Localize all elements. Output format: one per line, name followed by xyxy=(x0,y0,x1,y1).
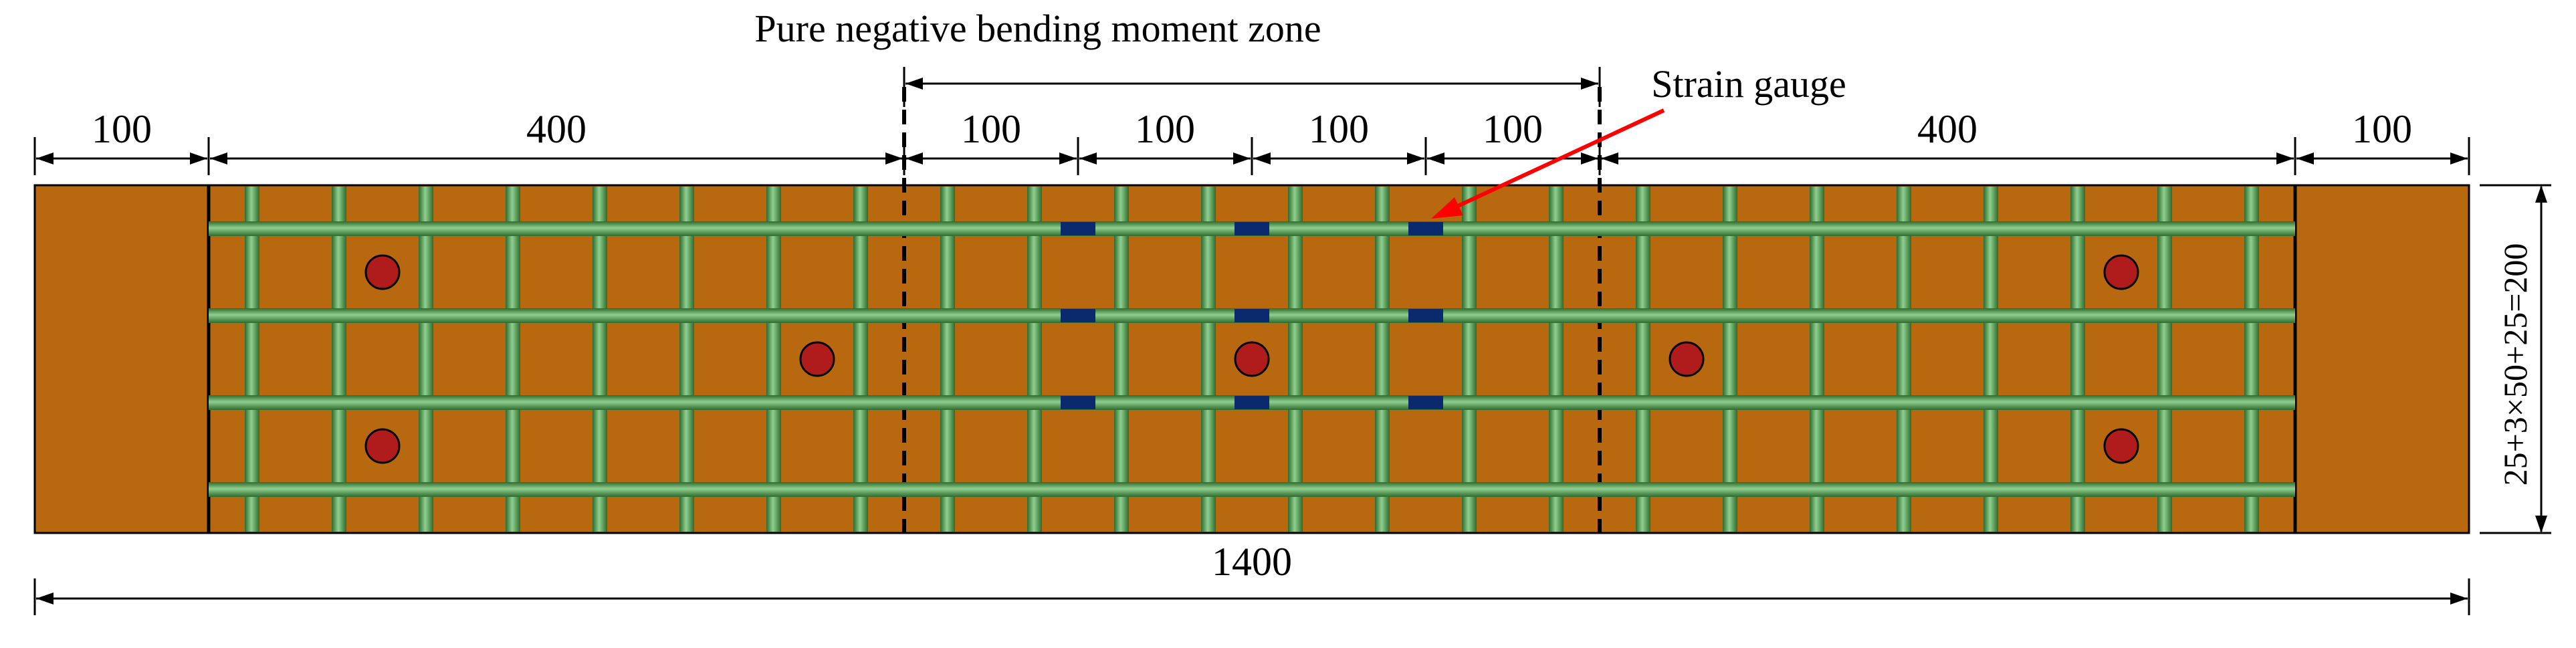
strain-gauge xyxy=(1235,222,1269,235)
total-length-dimension-line-arrow xyxy=(36,592,53,605)
stirrup-bar xyxy=(853,187,868,532)
stud-marker xyxy=(364,428,401,464)
zone-dimension-line-arrow xyxy=(905,78,923,90)
dimension-layer: 100 400 100 100 100 100 400 100 xyxy=(33,67,2551,615)
stud-marker xyxy=(1234,341,1270,377)
segment-dimension-line-arrow xyxy=(2296,152,2314,165)
stirrup-bar xyxy=(1810,187,1824,532)
stud-marker xyxy=(364,254,401,290)
stirrup-bar xyxy=(1897,187,1911,532)
stirrup-bar xyxy=(1983,187,1998,532)
segment-dimension-line-arrow xyxy=(1253,152,1271,165)
segment-dimension-line-arrow xyxy=(1059,152,1077,165)
zone-dimension-line-arrow xyxy=(1581,78,1598,90)
segment-dimension-label: 100 xyxy=(1309,107,1369,151)
stirrup-bar xyxy=(1723,187,1737,532)
stud-marker xyxy=(2103,254,2139,290)
stud-marker xyxy=(799,341,835,377)
stirrup-bar xyxy=(1114,187,1129,532)
segment-dimension-line-arrow xyxy=(905,152,923,165)
segment-dimension-line-arrow xyxy=(1079,152,1097,165)
stirrup-bar xyxy=(593,187,607,532)
total-length-dimension-line-arrow xyxy=(2450,592,2468,605)
stud-marker xyxy=(2103,428,2139,464)
stirrup-bar xyxy=(419,187,433,532)
stirrup-bar xyxy=(1288,187,1303,532)
stirrup-bar xyxy=(1375,187,1390,532)
segment-dimension-line-arrow xyxy=(1233,152,1251,165)
segment-dimension-line-arrow xyxy=(1407,152,1424,165)
segment-dimension-line-arrow xyxy=(190,152,207,165)
segment-dimension-label: 100 xyxy=(1135,107,1195,151)
height-dimension-label: 25+3×50+25=200 xyxy=(2496,243,2534,486)
gauge-label: Strain gauge xyxy=(1651,62,1846,106)
stirrup-bar xyxy=(2070,187,2085,532)
stirrup-bar xyxy=(766,187,781,532)
strain-gauge xyxy=(1235,309,1269,322)
segment-dimension-line-arrow xyxy=(1581,152,1598,165)
stirrup-bar xyxy=(940,187,955,532)
segment-dimension-line-arrow xyxy=(1427,152,1444,165)
stirrup-bar xyxy=(679,187,694,532)
strain-gauge xyxy=(1061,396,1095,409)
longitudinal-bar xyxy=(209,482,2295,497)
strain-gauge xyxy=(1235,396,1269,409)
segment-dimension-line-arrow xyxy=(36,152,53,165)
stirrup-bar xyxy=(245,187,259,532)
height-dimension-arrow xyxy=(2535,516,2547,533)
segment-dimension-label: 100 xyxy=(92,107,152,151)
stirrup-bar xyxy=(2244,187,2259,532)
gauge-leader-arrowhead xyxy=(1431,197,1463,219)
stirrup-bar xyxy=(506,187,520,532)
segment-dimension-label: 100 xyxy=(2352,107,2412,151)
segment-dimension-label: 400 xyxy=(526,107,586,151)
segment-dimension-line-arrow xyxy=(885,152,903,165)
stirrup-bar xyxy=(1549,187,1564,532)
total-length-label: 1400 xyxy=(1212,540,1292,584)
marker-layer xyxy=(364,108,2139,464)
stirrup-bar xyxy=(332,187,346,532)
strain-gauge xyxy=(1408,309,1443,322)
strain-gauge xyxy=(1061,309,1095,322)
strain-gauge xyxy=(1408,222,1443,235)
stirrup-bar xyxy=(1462,187,1477,532)
segment-dimension-line-arrow xyxy=(2276,152,2294,165)
strain-gauge xyxy=(1408,396,1443,409)
segment-dimension-label: 100 xyxy=(961,107,1021,151)
stirrup-bar xyxy=(1201,187,1216,532)
stud-marker xyxy=(1669,341,1705,377)
stirrup-bar xyxy=(1027,187,1042,532)
segment-dimension-line-arrow xyxy=(210,152,227,165)
zone-label: Pure negative bending moment zone xyxy=(754,7,1321,50)
segment-dimension-label: 400 xyxy=(1917,107,1977,151)
stirrup-bar xyxy=(1636,187,1650,532)
stirrup-bar xyxy=(2157,187,2172,532)
segment-dimension-line-arrow xyxy=(1601,152,1618,165)
gauge-leader-line xyxy=(1436,108,1665,217)
strain-gauge xyxy=(1061,222,1095,235)
segment-dimension-line-arrow xyxy=(2450,152,2468,165)
height-dimension-arrow xyxy=(2535,185,2547,203)
segment-dimension-label: 100 xyxy=(1483,107,1543,151)
